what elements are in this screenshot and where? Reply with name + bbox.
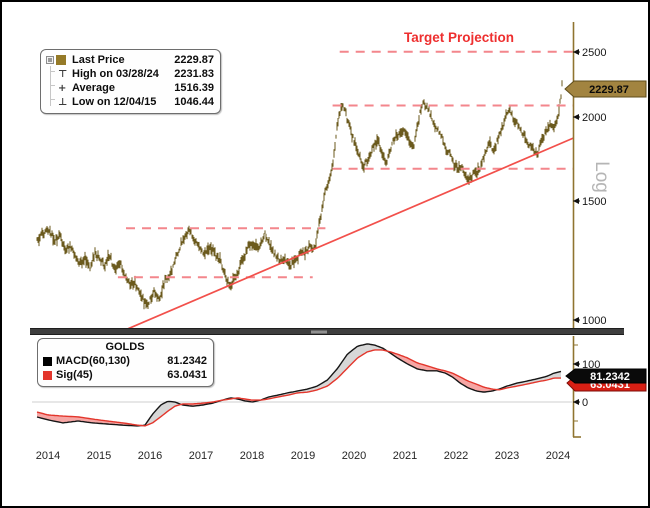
last-price-tag-value: 2229.87	[589, 84, 629, 96]
legend-value: 81.2342	[167, 355, 207, 367]
year-label-2015: 2015	[86, 450, 112, 462]
macd-swatch-icon	[43, 356, 52, 366]
year-label-2021: 2021	[392, 450, 418, 462]
macd-legend-box[interactable]: GOLDS MACD(60,130) 81.2342 Sig(45) 63.04…	[37, 338, 214, 387]
legend-row-high: ⊤ High on 03/28/24 2231.83	[46, 67, 214, 81]
average-marker-icon: +	[58, 82, 67, 94]
legend-label: High on 03/28/24	[72, 68, 159, 80]
legend-label: Sig(45)	[56, 369, 93, 381]
support-resistance-lines	[117, 50, 574, 279]
legend-value: 1516.39	[174, 82, 214, 94]
year-label-2024: 2024	[545, 450, 571, 462]
panel-divider	[30, 328, 624, 335]
year-label-2023: 2023	[494, 450, 520, 462]
price-tick-2500: 2500	[582, 47, 606, 59]
legend-label: MACD(60,130)	[56, 355, 130, 367]
legend-expander-icon[interactable]	[46, 56, 54, 64]
legend-row-low: ⊥ Low on 12/04/15 1046.44	[46, 95, 214, 109]
legend-row-macd: MACD(60,130) 81.2342	[43, 354, 207, 368]
legend-value: 2231.83	[174, 68, 214, 80]
price-series-bars	[36, 80, 563, 310]
divider-drag-handle[interactable]	[311, 330, 327, 334]
macd-signal-line	[36, 349, 561, 427]
low-marker-icon: ⊥	[58, 96, 68, 108]
macd-line	[36, 343, 562, 427]
year-label-2017: 2017	[188, 450, 214, 462]
price-tick-1000: 1000	[582, 315, 606, 327]
legend-value: 63.0431	[167, 369, 207, 381]
legend-value: 2229.87	[174, 54, 214, 66]
year-label-2020: 2020	[341, 450, 367, 462]
year-label-2014: 2014	[35, 450, 61, 462]
legend-value: 1046.44	[174, 96, 214, 108]
legend-label: Low on 12/04/15	[72, 96, 157, 108]
macd-tick-0: 0	[582, 397, 588, 409]
legend-row-last-price: Last Price 2229.87	[46, 53, 214, 67]
legend-row-average: + Average 1516.39	[46, 81, 214, 95]
year-label-2019: 2019	[290, 450, 316, 462]
sig-swatch-icon	[43, 370, 52, 380]
price-legend-box[interactable]: Last Price 2229.87 ⊤ High on 03/28/24 22…	[40, 49, 221, 114]
price-tick-1500: 1500	[582, 196, 606, 208]
year-label-2018: 2018	[239, 450, 265, 462]
log-scale-label[interactable]: Log	[591, 161, 612, 193]
legend-row-sig: Sig(45) 63.0431	[43, 368, 207, 382]
price-axis: 2500 2000 1500 1000	[572, 22, 606, 334]
macd-tick-100: 100	[582, 359, 600, 371]
legend-tree-line	[50, 66, 51, 106]
macd-legend-title: GOLDS	[105, 341, 145, 353]
year-label-2022: 2022	[443, 450, 469, 462]
legend-label: Last Price	[72, 54, 125, 66]
target-projection-label: Target Projection	[403, 30, 515, 45]
macd-value-tag: 81.2342	[565, 368, 647, 384]
macd-tag-value: 81.2342	[590, 371, 630, 383]
price-tick-2000: 2000	[582, 112, 606, 124]
high-marker-icon: ⊤	[58, 68, 68, 80]
year-label-2016: 2016	[137, 450, 163, 462]
last-price-swatch-icon	[56, 55, 66, 65]
last-price-tag: 2229.87	[564, 80, 647, 98]
trend-line	[115, 137, 575, 335]
legend-label: Average	[72, 82, 116, 94]
